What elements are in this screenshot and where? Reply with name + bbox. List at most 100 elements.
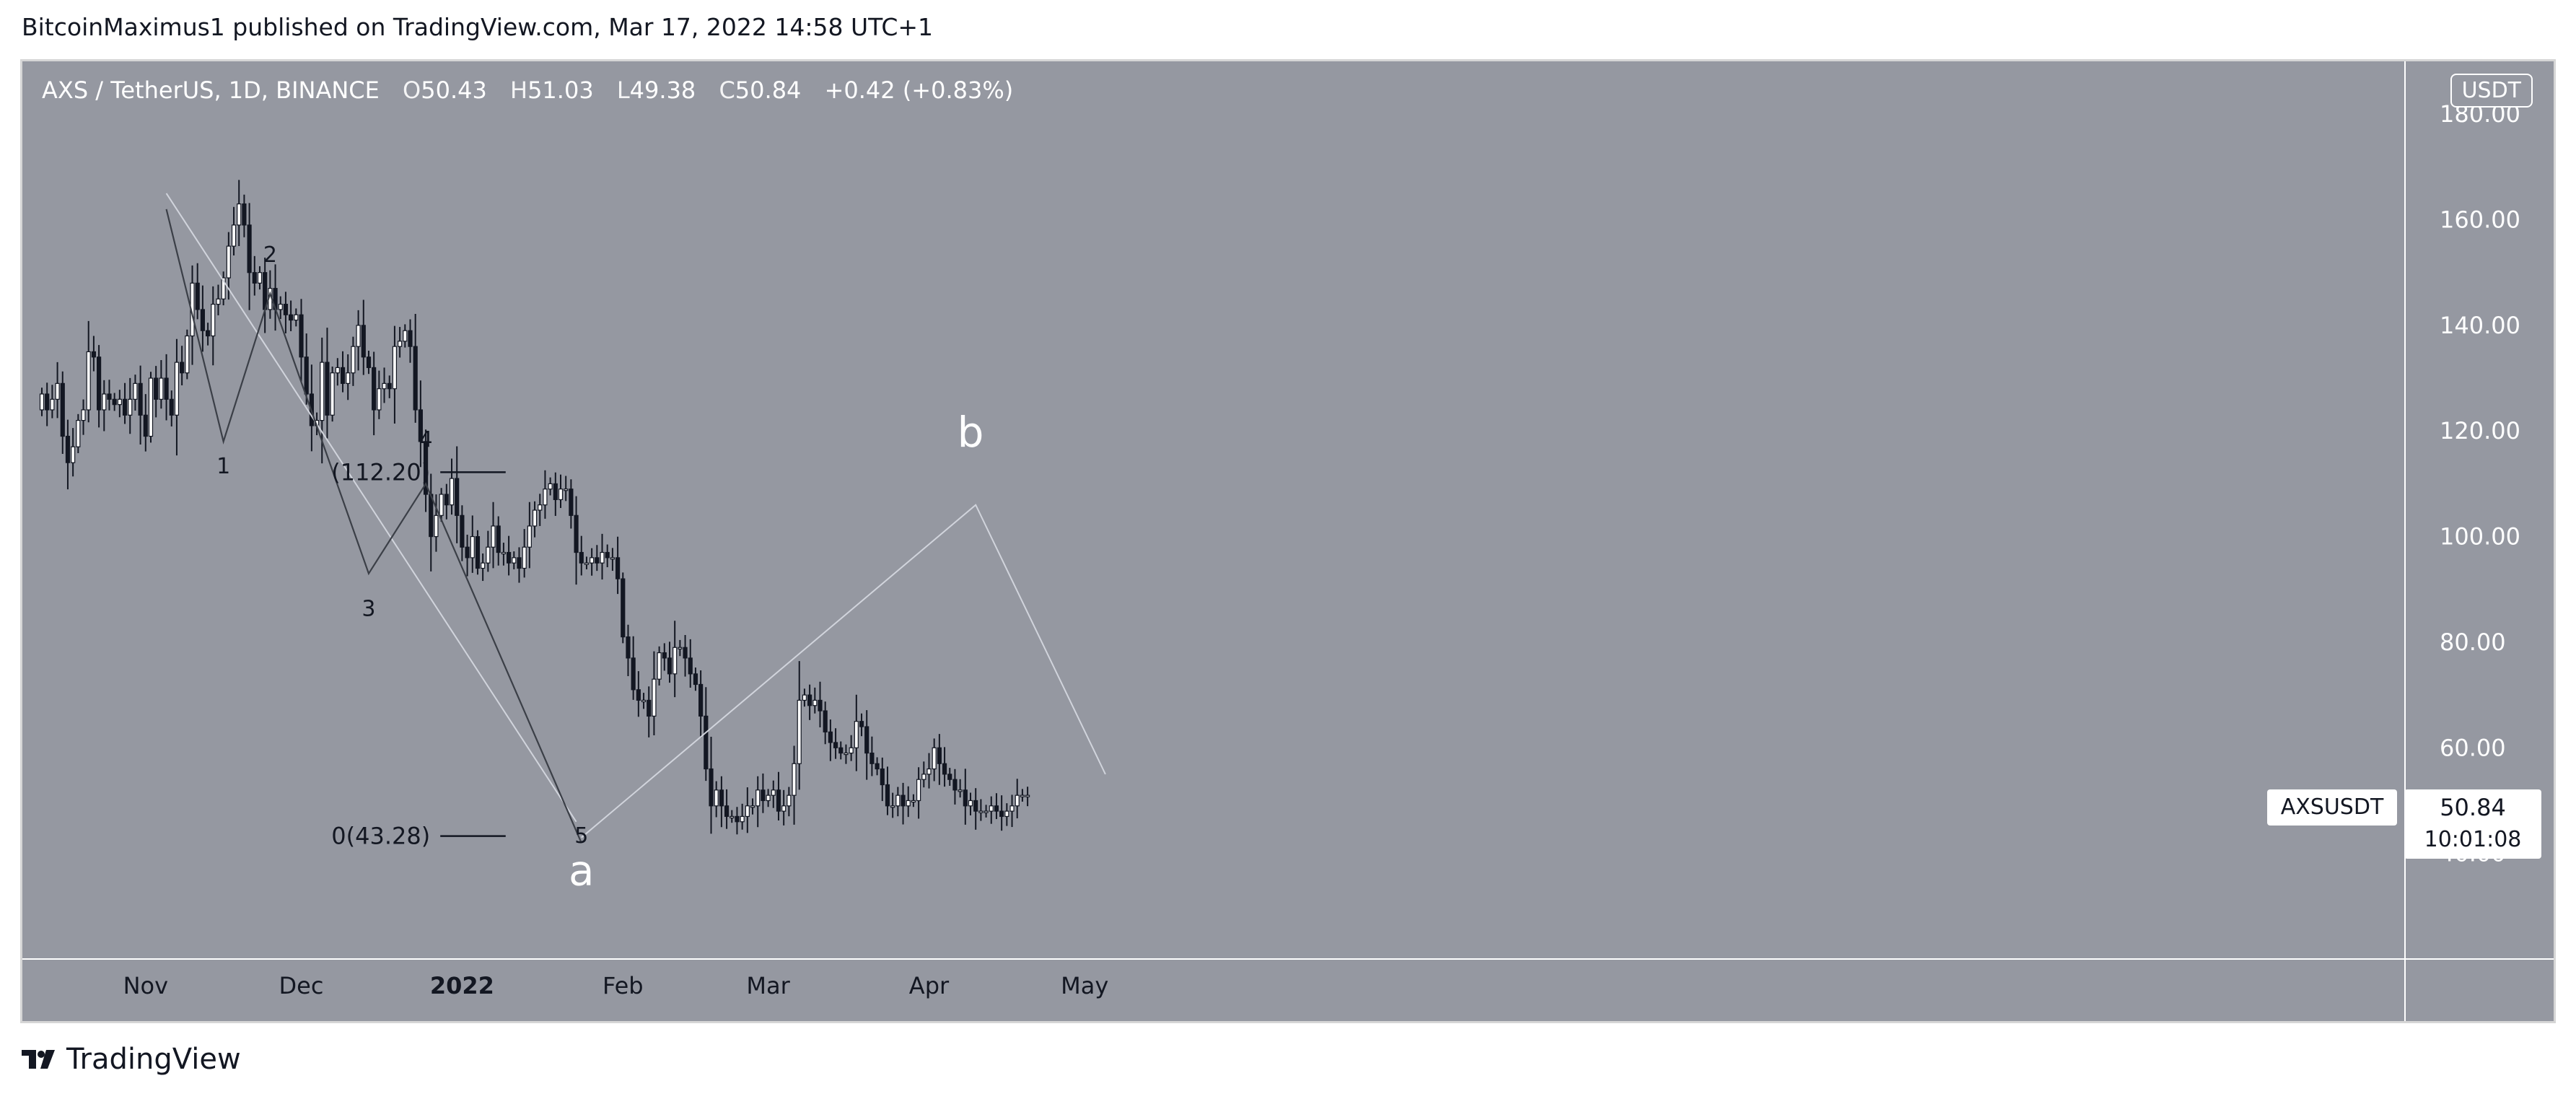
candle (688, 639, 693, 688)
candle (361, 299, 366, 375)
candle-body (71, 446, 76, 463)
candle-body (776, 789, 781, 812)
candle-body (574, 515, 579, 553)
candle-body (579, 551, 584, 564)
candle-body (906, 800, 911, 807)
candle-body (226, 245, 231, 279)
candle-body (994, 805, 999, 812)
candle-body (724, 805, 730, 818)
candle-body (709, 768, 714, 807)
wave-label: 2 (263, 242, 277, 268)
fib-level-label: (112.20) (331, 458, 430, 486)
legend-high-label: H (510, 76, 528, 104)
candle (605, 544, 610, 568)
footer: TradingView (22, 1038, 241, 1081)
candle (174, 338, 180, 456)
candle (200, 285, 205, 352)
candle (185, 329, 190, 380)
candle (398, 327, 403, 358)
candle-body (538, 504, 543, 511)
candle (787, 787, 792, 817)
candle-body (465, 546, 470, 559)
candle (797, 661, 802, 790)
last-price: 50.84 (2440, 794, 2506, 821)
candle-body (444, 494, 449, 506)
candle (159, 359, 164, 409)
candle (859, 713, 864, 737)
candle-body (237, 203, 242, 226)
candle-body (569, 489, 574, 516)
candle-body (714, 789, 719, 807)
candle-body (527, 525, 532, 548)
candle-body (890, 805, 895, 808)
candle-body (678, 647, 683, 649)
legend-low-value: 49.38 (629, 76, 696, 104)
candle (890, 792, 895, 818)
candle-body (885, 784, 890, 807)
candle (989, 796, 994, 824)
candle (148, 372, 154, 443)
candle-body (911, 800, 916, 803)
candle (745, 787, 750, 833)
wave-label: 1 (216, 454, 230, 479)
candle (112, 393, 117, 411)
candle-body (771, 789, 776, 796)
candle (180, 346, 185, 385)
candle (678, 639, 683, 657)
candle-body (289, 314, 294, 321)
wave-label: 4 (419, 427, 433, 452)
candle (662, 643, 667, 671)
candle (735, 807, 740, 835)
candle (81, 399, 86, 435)
candle-body (481, 562, 486, 569)
candle (96, 345, 102, 428)
candle-body (532, 509, 538, 527)
candle (356, 310, 361, 371)
candle (1009, 794, 1015, 828)
legend-change: +0.42 (+0.83%) (824, 76, 1014, 104)
candle (693, 667, 698, 691)
candle (231, 206, 237, 255)
candle (558, 474, 564, 508)
candle (506, 535, 512, 576)
price-chart[interactable]: 40.0060.0080.00100.00120.00140.00160.001… (22, 61, 2554, 1021)
trend-channel-line (165, 193, 577, 823)
candle-body (553, 483, 558, 500)
candle (875, 757, 880, 776)
candle-body (491, 525, 496, 548)
candle-body (434, 515, 439, 538)
currency-button[interactable]: USDT (2450, 74, 2533, 108)
candle (128, 377, 133, 434)
candle-body (304, 356, 309, 395)
candle-body (978, 810, 983, 813)
candle-body (231, 224, 237, 247)
candle (719, 776, 724, 828)
candle (683, 635, 688, 677)
wave-label: 5 (574, 823, 588, 849)
candle-body (65, 435, 71, 463)
candle (60, 371, 65, 455)
chart-frame[interactable]: 40.0060.0080.00100.00120.00140.00160.001… (20, 59, 2556, 1023)
candle (501, 543, 507, 566)
candle-body (423, 441, 429, 495)
candle-body (875, 763, 880, 770)
candle (237, 180, 242, 247)
candle-body (122, 398, 128, 416)
candle-body (869, 753, 875, 764)
legend-open-value: 50.43 (421, 76, 487, 104)
candle (584, 556, 590, 569)
candle (755, 776, 761, 828)
candle-body (372, 367, 377, 411)
candle (517, 547, 522, 583)
brand-name: TradingView (66, 1043, 241, 1076)
candle (553, 472, 558, 516)
candle (154, 366, 159, 418)
candle (169, 390, 174, 426)
candle-body (989, 805, 994, 812)
candle-body (735, 815, 740, 823)
legend-symbol: AXS / TetherUS, 1D, BINANCE (42, 76, 380, 104)
candle (766, 789, 771, 807)
candle-body (91, 351, 97, 358)
candle-body (1009, 805, 1015, 812)
candle (1004, 803, 1009, 826)
